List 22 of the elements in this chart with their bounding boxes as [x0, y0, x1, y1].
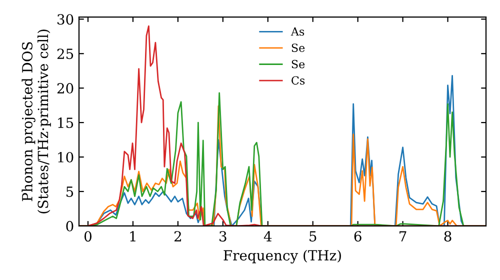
- y-tick-label: 15: [58, 118, 74, 128]
- y-tick-label: 5: [66, 186, 74, 197]
- x-tick-label: 0: [84, 231, 92, 242]
- x-tick-label: 8: [444, 231, 452, 242]
- x-tick-label: 2: [174, 231, 181, 242]
- x-tick-label: 5: [310, 231, 316, 242]
- legend-label: Cs: [292, 76, 305, 85]
- y-tick-label: 10: [58, 152, 74, 162]
- y-tick-label: 0: [66, 220, 74, 232]
- x-tick-label: 6: [354, 231, 362, 242]
- legend-label: Se: [292, 44, 305, 52]
- x-tick-label: 4: [264, 231, 272, 242]
- x-tick-label: 3: [220, 231, 226, 242]
- legend-label: Se: [292, 60, 305, 68]
- x-tick-label: 1: [130, 231, 136, 242]
- y-axis-title: Phonon projected DOS (States/THz·primitive cell): [22, 30, 51, 214]
- x-axis-title: Frequency (THz): [224, 250, 341, 264]
- y-tick-label: 20: [57, 83, 74, 94]
- legend-label: As: [290, 27, 304, 36]
- y-tick-label: 30: [58, 14, 74, 25]
- y-tick-label: 25: [57, 48, 74, 60]
- x-tick-label: 7: [400, 231, 406, 242]
